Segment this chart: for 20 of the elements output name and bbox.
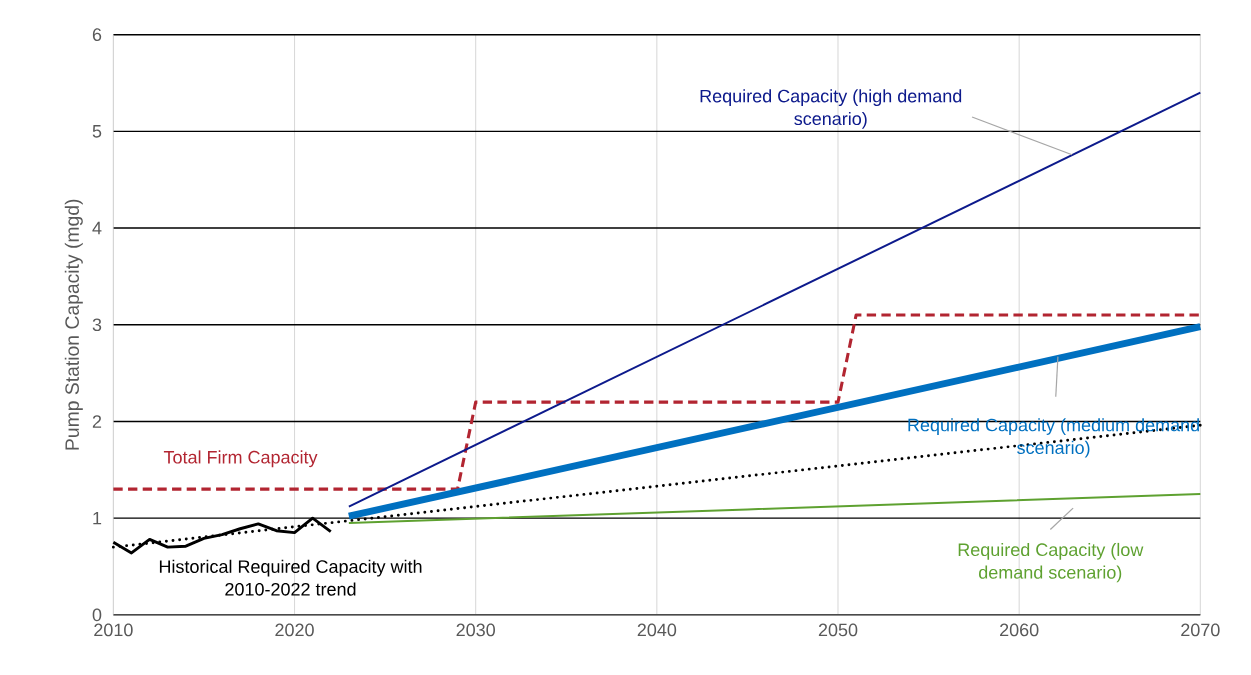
x-tick-label: 2020 [275, 623, 314, 637]
text: Required Capacity (high demand scenario) [700, 89, 962, 129]
x-tick-label: 2040 [637, 623, 677, 637]
x-tick-label: 2030 [456, 623, 495, 637]
text: Required Capacity (low demand scenario) [958, 542, 1144, 583]
x-tick-label: 2010 [94, 623, 133, 637]
series-label: Historical Required Capacity with 2010-2022 trend [159, 559, 422, 596]
x-tick-label: 2050 [818, 623, 858, 637]
series-label: Total Firm Capacity [163, 450, 318, 468]
y-tick-label: 5 [92, 125, 102, 138]
y-tick-label: 6 [92, 28, 102, 42]
y-tick-label: 4 [92, 221, 102, 235]
series-label: Required Capacity (medium demand scenario) [908, 418, 1199, 458]
x-tick-label: 2070 [1181, 623, 1220, 637]
y-tick-label: 1 [93, 512, 102, 525]
x-tick-label: 2060 [1000, 623, 1039, 637]
y-axis-title: Pump Station Capacity (mgd) [64, 199, 83, 450]
y-tick-label: 2 [92, 415, 102, 428]
y-tick-label: 0 [92, 608, 102, 622]
y-tick-label: 3 [92, 318, 102, 332]
